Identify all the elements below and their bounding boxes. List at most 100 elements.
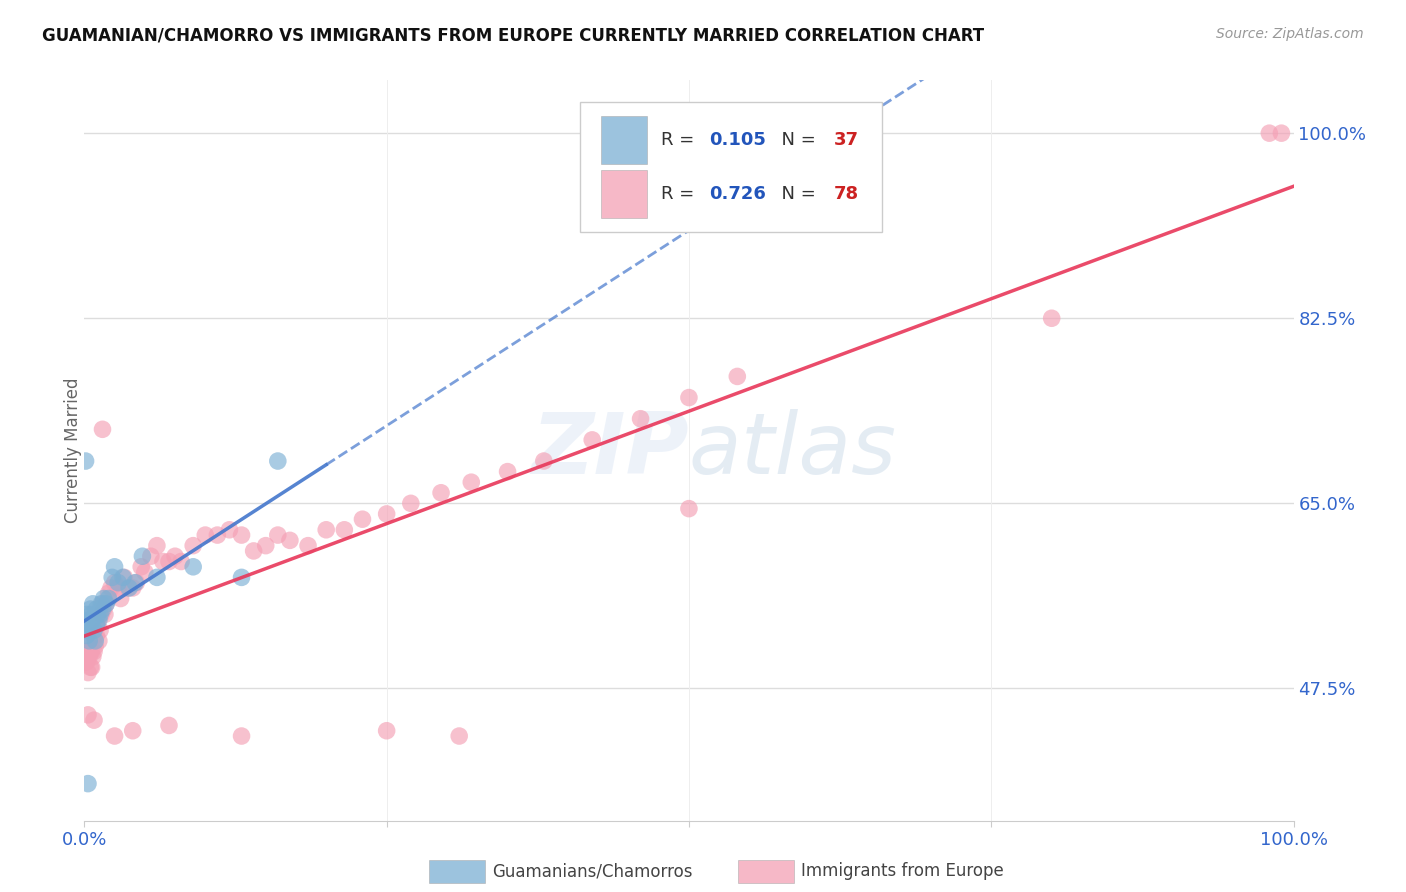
Point [129, 559, 152, 574]
Point [496, 465, 519, 479]
Point [86, 618, 108, 632]
Point [134, 565, 156, 579]
Text: GUAMANIAN/CHAMORRO VS IMMIGRANTS FROM EUROPE CURRENTLY MARRIED CORRELATION CHART: GUAMANIAN/CHAMORRO VS IMMIGRANTS FROM EU… [42, 27, 984, 45]
Point [104, 729, 127, 743]
Point [678, 501, 700, 516]
Point [460, 475, 482, 490]
Text: R =: R = [661, 131, 700, 149]
Point [93, 591, 115, 606]
Point [107, 581, 129, 595]
Point [254, 539, 277, 553]
Point [87, 633, 110, 648]
Text: N =: N = [770, 131, 821, 149]
Point [90, 597, 112, 611]
Text: Guamanians/Chamorros: Guamanians/Chamorros [492, 863, 693, 880]
Point [91, 597, 114, 611]
Point [83, 624, 105, 638]
Point [76, 607, 98, 622]
Point [121, 723, 143, 738]
Point [77, 776, 100, 791]
Point [242, 544, 264, 558]
Point [87, 613, 110, 627]
Text: ZIP: ZIP [531, 409, 689, 492]
Point [79, 602, 101, 616]
Point [84, 633, 107, 648]
Point [630, 411, 652, 425]
Point [94, 607, 117, 622]
Point [112, 570, 135, 584]
Point [77, 707, 100, 722]
Text: atlas: atlas [689, 409, 897, 492]
Point [146, 570, 169, 584]
Point [82, 597, 104, 611]
Point [157, 718, 180, 732]
Point [77, 633, 100, 648]
Text: 37: 37 [834, 131, 859, 149]
Point [430, 485, 453, 500]
Point [89, 624, 111, 638]
Point [83, 628, 105, 642]
Point [75, 655, 97, 669]
Point [77, 649, 100, 664]
Point [84, 639, 107, 653]
Point [231, 570, 253, 584]
Point [267, 528, 290, 542]
Point [80, 607, 103, 622]
Point [86, 607, 108, 622]
Point [118, 581, 141, 595]
Point [218, 523, 240, 537]
Point [100, 581, 122, 595]
Point [725, 369, 748, 384]
Point [117, 581, 139, 595]
Point [352, 512, 374, 526]
Point [82, 649, 104, 664]
Point [86, 618, 108, 632]
Bar [600, 116, 647, 164]
Point [83, 713, 105, 727]
Text: 0.726: 0.726 [710, 186, 766, 203]
Point [83, 644, 105, 658]
Point [79, 660, 101, 674]
Point [77, 618, 100, 632]
Point [231, 528, 253, 542]
Point [1258, 126, 1281, 140]
Bar [600, 170, 647, 219]
Point [165, 549, 187, 564]
Point [104, 559, 127, 574]
Point [131, 549, 153, 564]
Point [101, 570, 124, 584]
Point [231, 729, 253, 743]
Point [333, 523, 356, 537]
Point [77, 613, 100, 627]
Point [76, 655, 98, 669]
Text: 0.105: 0.105 [710, 131, 766, 149]
Text: Source: ZipAtlas.com: Source: ZipAtlas.com [1216, 27, 1364, 41]
Y-axis label: Currently Married: Currently Married [65, 377, 82, 524]
Point [97, 586, 120, 600]
Point [97, 591, 120, 606]
Text: N =: N = [770, 186, 821, 203]
Point [75, 624, 97, 638]
Point [124, 575, 146, 590]
Point [76, 644, 98, 658]
Point [533, 454, 555, 468]
Point [86, 628, 108, 642]
Text: Immigrants from Europe: Immigrants from Europe [801, 863, 1004, 880]
Point [107, 575, 129, 590]
Point [110, 591, 132, 606]
Point [90, 607, 112, 622]
Point [207, 528, 229, 542]
Point [77, 665, 100, 680]
Point [181, 539, 204, 553]
Point [76, 628, 98, 642]
Point [75, 644, 97, 658]
Point [121, 581, 143, 595]
FancyBboxPatch shape [581, 103, 883, 232]
Point [267, 454, 290, 468]
Text: R =: R = [661, 186, 700, 203]
Point [79, 618, 101, 632]
Point [581, 433, 603, 447]
Point [170, 555, 193, 569]
Point [146, 539, 169, 553]
Point [139, 549, 162, 564]
